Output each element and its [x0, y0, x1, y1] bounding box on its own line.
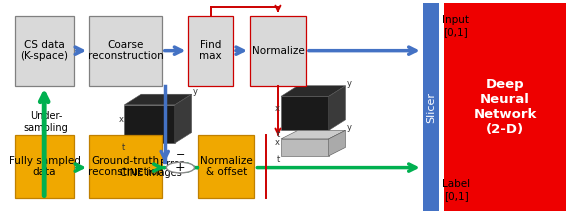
- Text: Normalize
& offset: Normalize & offset: [200, 156, 253, 177]
- Polygon shape: [329, 130, 345, 156]
- Polygon shape: [281, 139, 329, 156]
- Polygon shape: [125, 94, 192, 105]
- FancyBboxPatch shape: [199, 135, 254, 198]
- Text: y: y: [347, 123, 352, 132]
- Text: Ground-truth
reconstruction: Ground-truth reconstruction: [88, 156, 163, 177]
- Text: Find
max: Find max: [199, 40, 222, 61]
- Text: x: x: [274, 138, 279, 147]
- Circle shape: [166, 162, 195, 173]
- Polygon shape: [281, 130, 345, 139]
- Text: t: t: [277, 155, 280, 164]
- Text: y: y: [347, 79, 352, 88]
- FancyBboxPatch shape: [15, 16, 74, 86]
- Polygon shape: [175, 94, 192, 143]
- FancyBboxPatch shape: [444, 3, 566, 211]
- Text: x: x: [274, 104, 279, 113]
- FancyBboxPatch shape: [89, 16, 162, 86]
- Text: Fully sampled
data: Fully sampled data: [9, 156, 80, 177]
- FancyBboxPatch shape: [250, 16, 306, 86]
- Text: Under-
sampling: Under- sampling: [23, 111, 68, 133]
- FancyBboxPatch shape: [188, 16, 233, 86]
- Text: −: −: [176, 150, 185, 160]
- Text: CS data
(K-space): CS data (K-space): [20, 40, 68, 61]
- Polygon shape: [281, 96, 329, 130]
- Text: +: +: [175, 161, 185, 174]
- Text: t: t: [122, 143, 125, 152]
- Text: x: x: [119, 115, 123, 124]
- Text: Slicer: Slicer: [426, 92, 436, 122]
- Polygon shape: [125, 105, 175, 143]
- FancyBboxPatch shape: [15, 135, 74, 198]
- Text: y: y: [193, 87, 198, 96]
- Text: CINE images: CINE images: [120, 168, 182, 178]
- FancyBboxPatch shape: [89, 135, 162, 198]
- Text: Label
[0,1]: Label [0,1]: [442, 179, 471, 201]
- Polygon shape: [329, 86, 345, 130]
- Text: Normalize: Normalize: [251, 46, 304, 56]
- Text: Deep
Neural
Network
(2-D): Deep Neural Network (2-D): [473, 78, 537, 136]
- Text: t: t: [277, 130, 280, 139]
- FancyBboxPatch shape: [423, 3, 439, 211]
- Text: Input
[0,1]: Input [0,1]: [442, 15, 469, 37]
- Polygon shape: [281, 86, 345, 96]
- Text: Error: Error: [159, 159, 183, 169]
- Text: Coarse
reconstruction: Coarse reconstruction: [88, 40, 163, 61]
